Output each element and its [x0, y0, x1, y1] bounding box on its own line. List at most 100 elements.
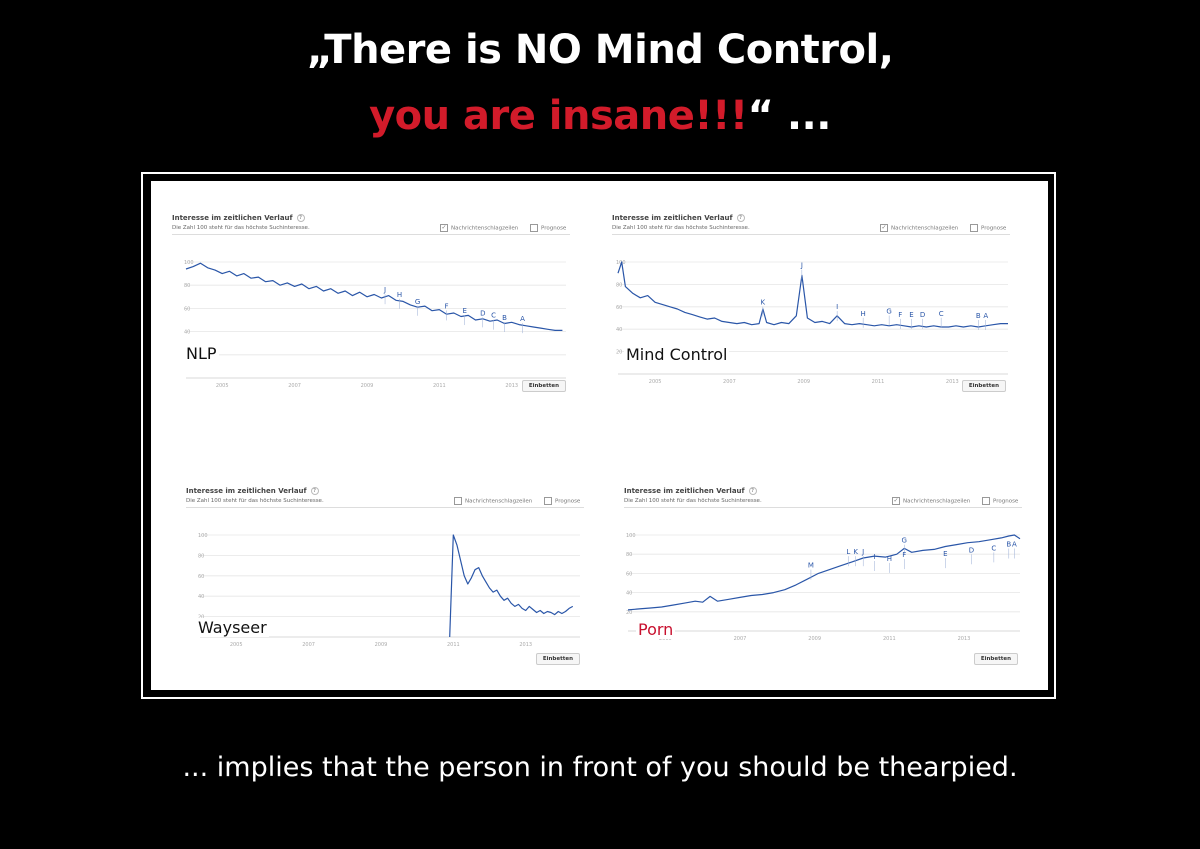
annotation-marker[interactable]: K [853, 548, 858, 556]
annotation-marker[interactable]: E [462, 307, 466, 315]
news-headlines-label: Nachrichtenschlagzeilen [903, 498, 971, 505]
annotation-marker[interactable]: M [808, 562, 814, 570]
annotation-marker[interactable]: A [983, 312, 988, 320]
annotation-marker[interactable]: C [491, 312, 496, 320]
annotation-marker[interactable]: C [939, 310, 944, 318]
series-label: Mind Control [624, 345, 730, 364]
news-headlines-label: Nachrichtenschlagzeilen [891, 225, 959, 232]
checkbox-checked-icon[interactable]: ✓ [880, 224, 888, 232]
annotation-marker[interactable]: C [991, 544, 996, 552]
header-divider [612, 234, 1010, 235]
y-tick-label: 20 [616, 350, 622, 356]
series-line [449, 534, 574, 638]
checkbox-icon[interactable] [544, 497, 552, 505]
checkbox-icon[interactable] [982, 497, 990, 505]
x-tick-label: 2009 [375, 642, 388, 648]
annotation-marker[interactable]: D [920, 311, 925, 319]
series-line [185, 262, 563, 331]
embed-button[interactable]: Einbetten [521, 380, 566, 392]
help-icon[interactable]: ? [736, 214, 745, 222]
annotation-marker[interactable]: K [761, 299, 766, 307]
annotation-marker[interactable]: D [480, 309, 485, 317]
checkbox-icon[interactable] [970, 224, 978, 232]
annotation-marker[interactable]: G [415, 298, 420, 306]
x-tick-label: 2005 [230, 642, 243, 648]
annotation-marker[interactable]: F [902, 551, 906, 559]
y-tick-label: 20 [198, 615, 204, 621]
chart-header-subtitle: Die Zahl 100 steht für das höchste Suchi… [624, 498, 762, 504]
annotation-marker[interactable]: B [502, 314, 507, 322]
annotation-marker[interactable]: B [976, 312, 981, 320]
forecast-label: Prognose [541, 225, 567, 232]
annotation-marker[interactable]: A [1012, 541, 1017, 549]
checkbox-checked-icon[interactable]: ✓ [892, 497, 900, 505]
help-icon[interactable]: ? [748, 487, 757, 495]
y-tick-label: 100 [198, 533, 208, 539]
embed-button[interactable]: Einbetten [961, 380, 1006, 392]
series-label: Wayseer [196, 618, 269, 637]
help-icon[interactable]: ? [296, 214, 305, 222]
x-tick-label: 2009 [361, 383, 374, 389]
footer-text: ... implies that the person in front of … [182, 752, 1018, 783]
x-tick-label: 2005 [649, 379, 662, 385]
y-tick-label: 100 [626, 533, 636, 539]
x-tick-label: 2011 [872, 379, 885, 385]
chart-header-title: Interesse im zeitlichen Verlauf? [612, 214, 745, 222]
x-tick-label: 2013 [519, 642, 532, 648]
embed-button[interactable]: Einbetten [535, 653, 580, 665]
y-tick-label: 40 [184, 330, 190, 336]
news-headlines-option[interactable]: ✓ Nachrichtenschlagzeilen [892, 497, 970, 505]
forecast-option[interactable]: Prognose [544, 497, 580, 505]
chart-plot: 100 80 60 40 20 2005 2007 2009 2011 2013 [198, 533, 580, 648]
annotation-marker[interactable]: F [445, 302, 449, 310]
annotation-marker[interactable]: I [873, 553, 875, 561]
forecast-option[interactable]: Prognose [982, 497, 1018, 505]
chart-header-subtitle: Die Zahl 100 steht für das höchste Suchi… [172, 225, 310, 231]
y-tick-label: 60 [184, 306, 190, 312]
annotation-marker[interactable]: H [861, 310, 866, 318]
y-tick-label: 80 [198, 553, 204, 559]
checkbox-icon[interactable] [454, 497, 462, 505]
series-label: Porn [636, 620, 676, 639]
x-tick-label: 2005 [659, 636, 672, 642]
headline-line-1: „There is NO Mind Control, [306, 27, 894, 73]
embed-button[interactable]: Einbetten [973, 653, 1018, 665]
header-divider [624, 507, 1022, 508]
annotation-marker[interactable]: H [397, 291, 402, 299]
annotation-marker[interactable]: E [943, 550, 947, 558]
annotation-marker[interactable]: I [836, 303, 838, 311]
annotation-marker[interactable]: H [887, 555, 892, 563]
y-tick-label: 100 [184, 260, 194, 266]
x-tick-label: 2013 [946, 379, 959, 385]
annotation-marker[interactable]: G [886, 308, 891, 316]
forecast-option[interactable]: Prognose [530, 224, 566, 232]
annotation-marker[interactable]: D [969, 546, 974, 554]
annotation-marker[interactable]: E [909, 311, 913, 319]
x-tick-label: 2007 [288, 383, 301, 389]
news-headlines-option[interactable]: ✓ Nachrichtenschlagzeilen [880, 224, 958, 232]
annotation-marker[interactable]: F [898, 311, 902, 319]
x-tick-label: 2009 [808, 636, 821, 642]
y-tick-label: 60 [626, 571, 632, 577]
annotation-marker[interactable]: J [383, 286, 386, 294]
annotation-marker[interactable]: A [520, 315, 525, 323]
y-tick-label: 80 [626, 552, 632, 558]
x-tick-label: 2007 [723, 379, 736, 385]
x-tick-label: 2007 [734, 636, 747, 642]
annotation-marker[interactable]: J [800, 262, 803, 270]
news-headlines-option[interactable]: Nachrichtenschlagzeilen [454, 497, 532, 505]
checkbox-checked-icon[interactable]: ✓ [440, 224, 448, 232]
checkbox-icon[interactable] [530, 224, 538, 232]
annotation-marker[interactable]: G [902, 537, 907, 545]
x-tick-label: 2013 [958, 636, 971, 642]
annotation-marker[interactable]: L [846, 548, 850, 556]
news-headlines-option[interactable]: ✓ Nachrichtenschlagzeilen [440, 224, 518, 232]
chart-nlp: Interesse im zeitlichen Verlauf? Die Zahl… [172, 214, 570, 394]
help-icon[interactable]: ? [310, 487, 319, 495]
forecast-option[interactable]: Prognose [970, 224, 1006, 232]
y-tick-label: 60 [616, 305, 622, 311]
y-tick-label: 40 [616, 327, 622, 333]
annotation-marker[interactable]: J [861, 548, 864, 556]
annotation-marker[interactable]: B [1006, 541, 1011, 549]
